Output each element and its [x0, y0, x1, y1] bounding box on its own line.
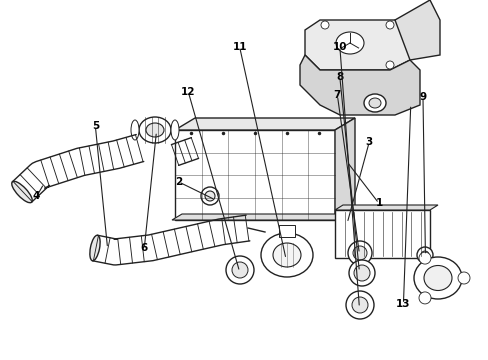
Circle shape — [347, 241, 371, 265]
Circle shape — [416, 247, 432, 263]
Text: 13: 13 — [395, 299, 410, 309]
Circle shape — [385, 61, 393, 69]
Ellipse shape — [171, 120, 179, 140]
Ellipse shape — [139, 117, 171, 143]
Text: 8: 8 — [336, 72, 343, 82]
Circle shape — [420, 251, 428, 259]
Circle shape — [353, 265, 369, 281]
Polygon shape — [305, 20, 409, 70]
Circle shape — [201, 187, 219, 205]
Ellipse shape — [90, 235, 100, 261]
Polygon shape — [394, 0, 439, 60]
Circle shape — [457, 272, 469, 284]
Ellipse shape — [335, 32, 363, 54]
Text: 2: 2 — [175, 177, 182, 187]
Circle shape — [225, 256, 253, 284]
Text: 12: 12 — [181, 87, 195, 97]
Polygon shape — [334, 205, 437, 210]
Polygon shape — [172, 214, 347, 220]
Bar — [279, 225, 294, 237]
Ellipse shape — [272, 243, 301, 267]
Text: 9: 9 — [419, 92, 426, 102]
Text: 7: 7 — [333, 90, 341, 100]
Bar — [334, 210, 429, 258]
Ellipse shape — [131, 120, 139, 140]
Ellipse shape — [413, 257, 461, 299]
Circle shape — [418, 292, 430, 304]
Circle shape — [346, 291, 373, 319]
Circle shape — [352, 246, 366, 260]
Ellipse shape — [146, 123, 163, 137]
Text: 1: 1 — [375, 198, 382, 208]
Circle shape — [418, 252, 430, 264]
Ellipse shape — [423, 266, 451, 291]
Circle shape — [385, 21, 393, 29]
Circle shape — [204, 191, 215, 201]
Text: 10: 10 — [332, 42, 346, 52]
Text: 3: 3 — [365, 137, 372, 147]
Text: 5: 5 — [92, 121, 99, 131]
Bar — [175, 130, 334, 220]
Text: 4: 4 — [33, 191, 41, 201]
Circle shape — [231, 262, 247, 278]
Circle shape — [320, 21, 328, 29]
Ellipse shape — [261, 233, 312, 277]
Circle shape — [351, 297, 367, 313]
Text: 11: 11 — [232, 42, 246, 52]
Ellipse shape — [368, 98, 380, 108]
Polygon shape — [299, 55, 419, 115]
Polygon shape — [175, 118, 354, 130]
Polygon shape — [334, 118, 354, 220]
Circle shape — [348, 260, 374, 286]
Ellipse shape — [12, 181, 32, 203]
Ellipse shape — [363, 94, 385, 112]
Text: 6: 6 — [141, 243, 147, 253]
